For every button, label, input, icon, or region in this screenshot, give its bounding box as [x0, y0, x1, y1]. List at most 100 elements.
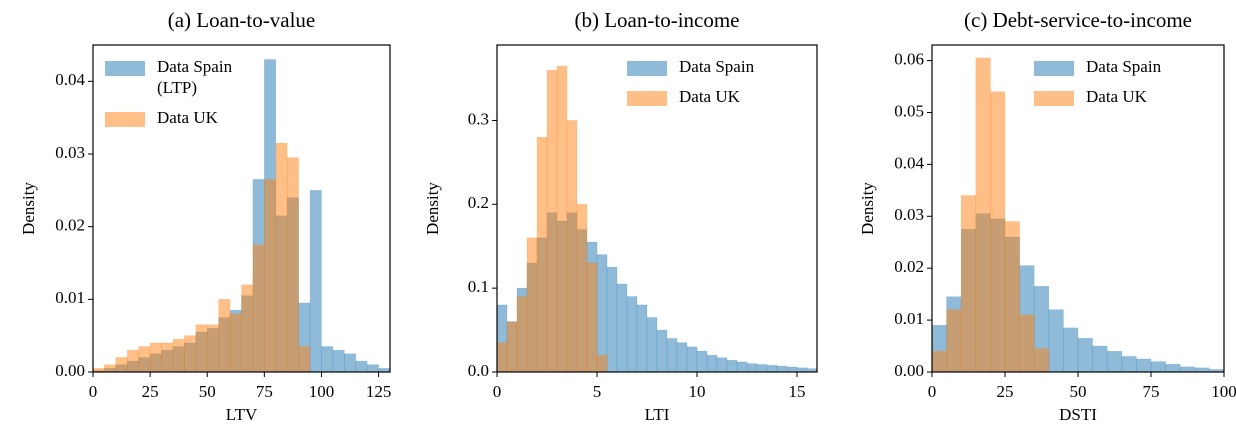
bar — [1092, 345, 1108, 372]
bar — [264, 179, 277, 372]
bar — [1194, 367, 1210, 372]
panel-title: (a) Loan-to-value — [168, 8, 316, 32]
bar — [1179, 366, 1196, 372]
bar — [975, 57, 991, 372]
bar — [596, 254, 608, 372]
bar — [252, 244, 265, 372]
y-tick-label: 0.01 — [894, 309, 924, 328]
bar — [786, 366, 798, 372]
x-tick-label: 50 — [1070, 382, 1087, 401]
bar — [746, 363, 758, 372]
bar — [1019, 314, 1035, 372]
bar — [556, 65, 568, 372]
bar — [736, 361, 748, 372]
x-tick-label: 125 — [366, 382, 392, 401]
x-tick-label: 0 — [89, 382, 98, 401]
bars — [93, 59, 390, 372]
legend-swatch — [105, 112, 145, 127]
y-tick-label: 0.04 — [894, 153, 924, 172]
bar — [1121, 356, 1137, 372]
bar — [696, 350, 708, 372]
y-tick-label: 0.00 — [55, 361, 85, 380]
legend-label: Data Spain — [1086, 57, 1162, 76]
bar — [716, 357, 728, 372]
bar — [1077, 337, 1093, 372]
bar — [616, 283, 628, 372]
bar — [506, 321, 518, 372]
bar — [596, 354, 608, 372]
y-axis-label: Density — [19, 182, 38, 235]
bar — [586, 262, 598, 372]
x-tick-label: 50 — [199, 382, 216, 401]
bar — [756, 364, 768, 372]
y-axis-label: Density — [858, 182, 877, 235]
bar — [1150, 361, 1166, 372]
y-tick-label: 0.02 — [55, 216, 85, 235]
bars — [497, 65, 817, 372]
bar — [932, 350, 947, 372]
bar — [184, 335, 197, 372]
bar — [536, 136, 548, 372]
bar — [229, 313, 242, 372]
bar — [726, 359, 738, 372]
bar — [344, 353, 357, 372]
bar — [990, 91, 1006, 372]
x-tick-label: 5 — [593, 382, 602, 401]
legend-label: Data Spain (LTP) — [157, 57, 233, 97]
bar — [676, 342, 688, 372]
y-tick-label: 0.2 — [468, 193, 489, 212]
x-tick-label: 75 — [1143, 382, 1160, 401]
legend-line: Data Spain — [1086, 57, 1162, 76]
x-tick-label: 15 — [789, 382, 806, 401]
bar — [321, 346, 334, 372]
bar — [195, 324, 208, 372]
y-tick-label: 0.04 — [55, 70, 85, 89]
bar — [656, 329, 668, 372]
bar — [1063, 327, 1079, 372]
bar — [298, 346, 311, 372]
bar — [332, 349, 345, 372]
legend-line: Data UK — [157, 108, 219, 127]
bar — [796, 367, 808, 372]
bar — [766, 364, 778, 372]
legend-swatch — [105, 61, 145, 76]
legend-label: Data UK — [157, 108, 219, 127]
bar — [960, 195, 977, 372]
x-tick-label: 10 — [689, 382, 706, 401]
bar — [1136, 358, 1152, 372]
bar — [309, 190, 322, 372]
panel: 0 5 10 15 0.0 0.1 0.2 0.3 (b) Loan-to-income LTI D… — [423, 8, 818, 424]
y-tick-label: 0.00 — [894, 361, 924, 380]
bar — [497, 342, 508, 372]
y-tick-label: 0.01 — [55, 288, 85, 307]
bar — [1048, 309, 1064, 372]
legend-swatch — [1034, 91, 1074, 106]
legend-line: Data Spain — [157, 57, 233, 76]
y-tick-label: 0.3 — [468, 109, 489, 128]
x-tick-label: 100 — [1211, 382, 1236, 401]
y-tick-label: 0.06 — [894, 49, 924, 68]
x-axis-label: DSTI — [1059, 405, 1097, 424]
x-tick-label: 0 — [928, 382, 937, 401]
x-tick-label: 75 — [256, 382, 273, 401]
axes-frame — [496, 44, 818, 373]
legend-label: Data Spain — [679, 57, 755, 76]
bar — [206, 324, 219, 372]
bar — [636, 304, 648, 372]
bar — [218, 299, 231, 372]
bar — [566, 120, 578, 372]
x-tick-label: 25 — [997, 382, 1014, 401]
bar — [1165, 363, 1181, 372]
y-tick-label: 0.05 — [894, 101, 924, 120]
panel: 0 25 50 75 100 125 0.00 0.01 0.02 0.03 0.04 (a) Loa… — [19, 8, 391, 424]
bar — [526, 237, 538, 372]
panel-title: (c) Debt-service-to-income — [964, 8, 1192, 32]
bar — [172, 338, 185, 372]
bar — [576, 204, 588, 372]
legend-line: Data UK — [679, 87, 741, 106]
bar — [378, 368, 390, 372]
bar — [241, 284, 254, 372]
bar — [606, 266, 618, 372]
bars — [932, 57, 1224, 372]
